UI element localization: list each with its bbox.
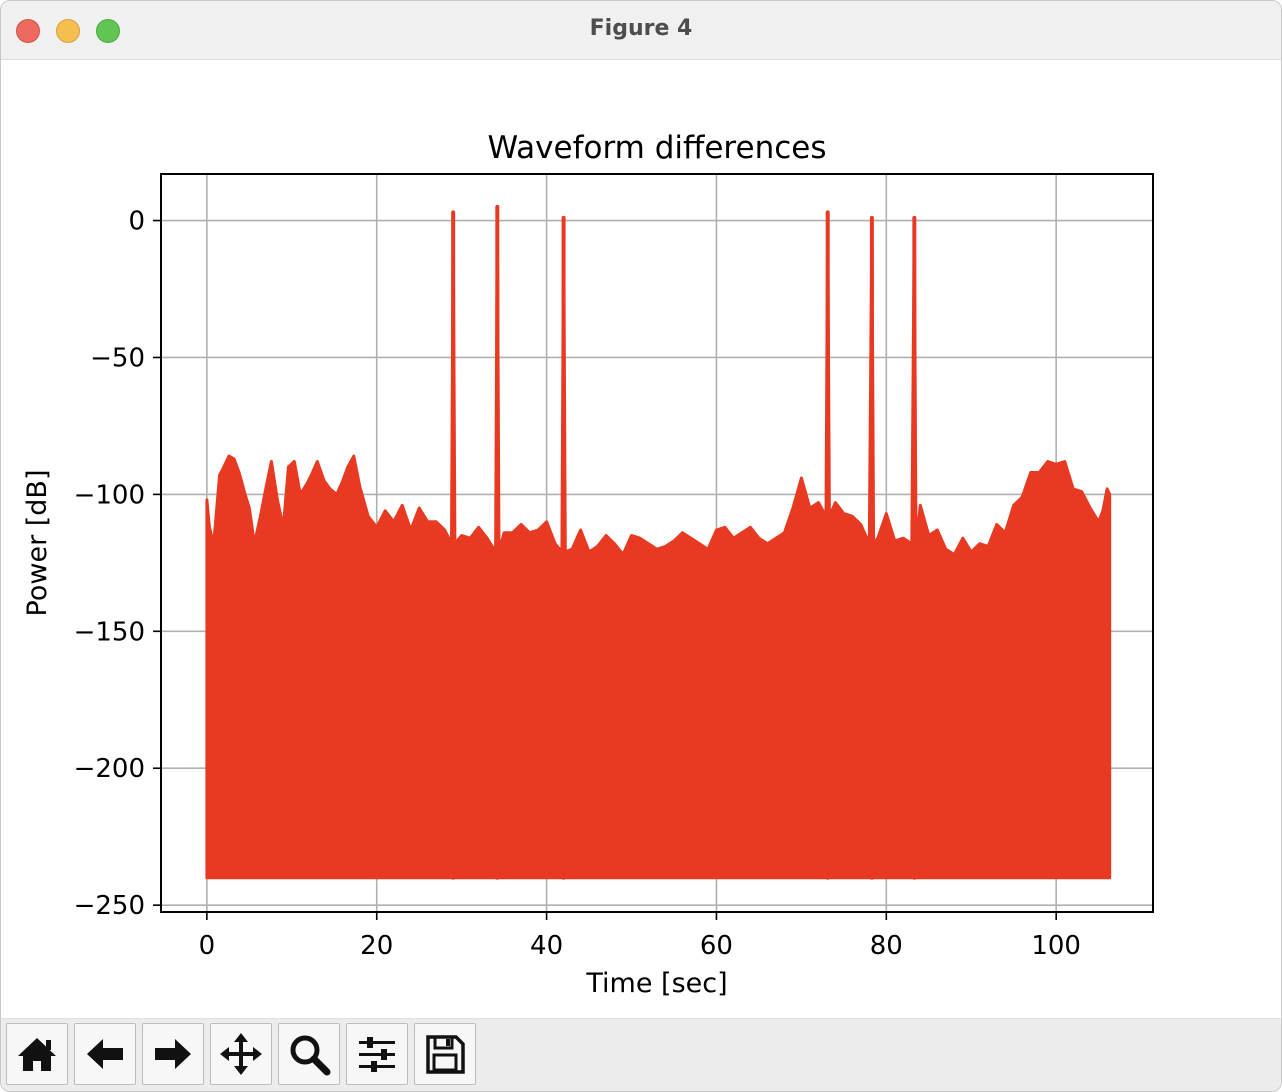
x-tick-label: 0 (199, 931, 216, 961)
y-tick-label: −50 (90, 343, 145, 373)
configure-subplots-button[interactable] (346, 1023, 408, 1085)
floppy-disk-icon (426, 1035, 465, 1074)
y-axis-label: Power [dB] (22, 470, 53, 617)
x-tick-label: 80 (870, 931, 903, 961)
x-tick-label: 100 (1031, 931, 1081, 961)
arrow-left-icon (87, 1039, 123, 1069)
home-icon (18, 1038, 56, 1071)
y-tick-label: −250 (74, 891, 145, 921)
plot-frame (160, 173, 1154, 913)
maximize-window-button[interactable] (96, 19, 120, 43)
y-tick-label: −150 (74, 617, 145, 647)
save-button[interactable] (414, 1023, 476, 1085)
series-waveform-area (205, 205, 1112, 880)
forward-button[interactable] (142, 1023, 204, 1085)
chart-title: Waveform differences (488, 130, 827, 166)
x-tick-label: 20 (360, 931, 393, 961)
window-title: Figure 4 (589, 16, 693, 41)
minimize-window-button[interactable] (56, 19, 80, 43)
pan-button[interactable] (210, 1023, 272, 1085)
arrow-right-icon (155, 1039, 191, 1069)
title-bar: Figure 4 (1, 1, 1281, 60)
navigation-toolbar (1, 1018, 1281, 1091)
y-tick-label: −100 (74, 480, 145, 510)
zoom-button[interactable] (278, 1023, 340, 1085)
figure-canvas[interactable]: 0 20 40 60 80 100 0 −50 −100 −150 −200 −250 Waveform… (1, 60, 1281, 1018)
y-tick-label: −200 (74, 754, 145, 784)
chart-svg: 0 20 40 60 80 100 0 −50 −100 −150 −200 −250 Waveform… (22, 130, 1154, 999)
home-button[interactable] (6, 1023, 68, 1085)
x-axis-label: Time [sec] (585, 968, 727, 999)
back-button[interactable] (74, 1023, 136, 1085)
y-tick-label: 0 (128, 207, 145, 237)
x-tick-label: 40 (530, 931, 563, 961)
magnifier-icon (290, 1035, 331, 1076)
sliders-icon (359, 1037, 395, 1072)
close-window-button[interactable] (16, 19, 40, 43)
move-icon (220, 1033, 262, 1075)
x-tick-label: 60 (700, 931, 733, 961)
